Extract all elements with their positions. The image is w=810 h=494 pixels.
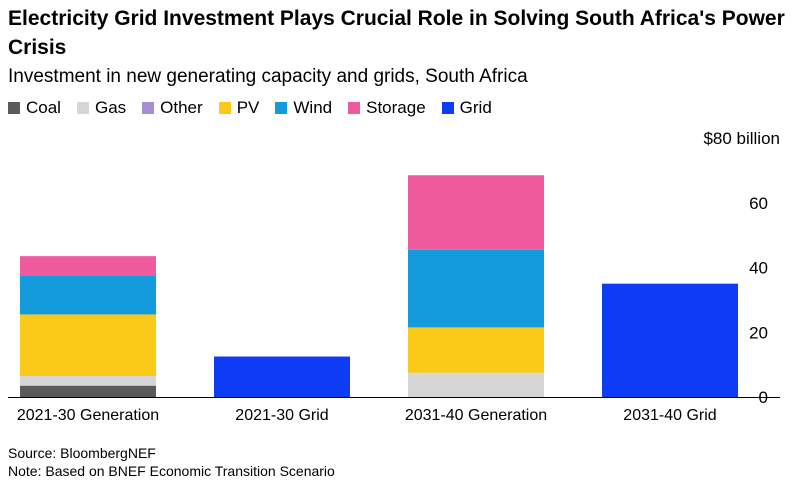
legend-swatch — [348, 102, 361, 114]
legend-item-wind: Wind — [275, 97, 332, 119]
y-tick-label: $80 billion — [703, 129, 780, 148]
legend-swatch — [441, 102, 454, 114]
legend: Coal Gas Other PV Wind Storage Grid — [8, 97, 492, 119]
legend-label: Grid — [459, 98, 492, 117]
bar-segment-pv — [20, 314, 156, 376]
bar-segment-storage — [20, 256, 156, 276]
y-tick-label: 60 — [749, 194, 768, 213]
legend-item-storage: Storage — [348, 97, 426, 119]
bar-segment-grid — [214, 356, 350, 397]
legend-swatch — [142, 102, 155, 114]
legend-label: Other — [160, 98, 203, 117]
legend-item-other: Other — [142, 97, 203, 119]
scenario-note: Note: Based on BNEF Economic Transition … — [8, 463, 335, 479]
legend-label: PV — [236, 98, 260, 117]
stacked-bar-chart: 2021-30 Generation 2021-30 Grid 2031-40 Ge… — [8, 129, 780, 424]
legend-item-grid: Grid — [441, 97, 492, 119]
x-tick-label: 2021-30 Generation — [17, 407, 159, 424]
legend-swatch — [275, 102, 288, 114]
x-tick-label: 2021-30 Grid — [235, 407, 328, 424]
bar-segment-wind — [408, 249, 544, 328]
legend-item-coal: Coal — [8, 97, 61, 119]
bar-segment-gas — [20, 375, 156, 386]
y-tick-label: 40 — [749, 259, 768, 278]
x-tick-label: 2031-40 Generation — [405, 407, 547, 424]
legend-swatch — [8, 102, 20, 114]
legend-label: Gas — [94, 98, 127, 117]
y-tick-label: 0 — [759, 388, 768, 407]
chart-title: Electricity Grid Investment Plays Crucia… — [8, 7, 785, 59]
legend-swatch — [218, 102, 231, 114]
bar-segment-grid — [602, 283, 738, 397]
source-note: Source: BloombergNEF — [8, 445, 156, 461]
bar-segment-gas — [408, 372, 544, 397]
y-tick-label: 20 — [749, 323, 768, 342]
chart-subtitle: Investment in new generating capacity an… — [8, 66, 528, 87]
legend-item-pv: PV — [218, 97, 260, 119]
legend-item-gas: Gas — [76, 97, 127, 119]
legend-label: Storage — [366, 98, 426, 117]
x-tick-label: 2031-40 Grid — [623, 407, 716, 424]
legend-label: Wind — [293, 98, 333, 117]
bar-segment-wind — [20, 275, 156, 315]
bar-segment-pv — [408, 327, 544, 373]
bar-segment-storage — [408, 175, 544, 250]
bar-segment-coal — [20, 385, 156, 397]
legend-label: Coal — [26, 98, 61, 117]
legend-swatch — [76, 102, 89, 114]
